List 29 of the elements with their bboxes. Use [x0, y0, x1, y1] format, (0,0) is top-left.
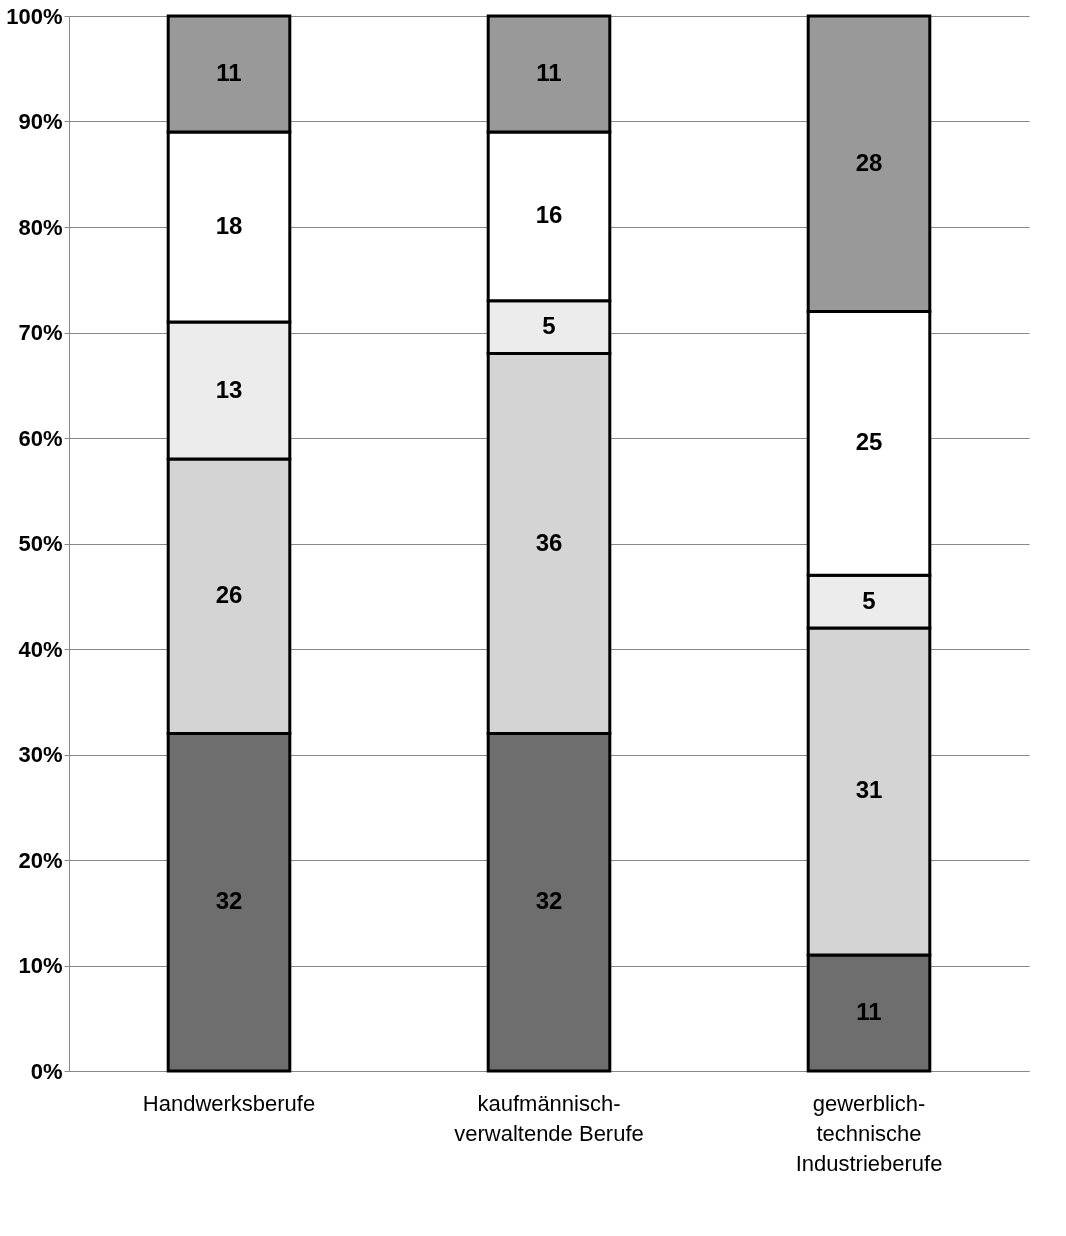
y-tick-label: 60%: [18, 425, 63, 451]
data-label: 13: [215, 375, 243, 403]
data-label: 5: [542, 312, 556, 340]
y-tick-label: 20%: [18, 847, 63, 873]
x-tick-label: Handwerksberufe: [142, 1090, 316, 1116]
y-tick-label: 50%: [18, 531, 63, 556]
data-label: 25: [855, 428, 883, 456]
data-label: 5: [862, 586, 876, 614]
data-label: 36: [535, 528, 563, 556]
y-tick-label: 100%: [6, 3, 63, 29]
y-tick-label: 0%: [30, 1058, 63, 1084]
data-label: 11: [856, 997, 882, 1025]
x-tick-label: kaufmännisch- verwaltende Berufe: [454, 1090, 644, 1146]
data-label: 18: [215, 212, 243, 239]
y-tick-label: 40%: [18, 636, 63, 662]
y-tick-label: 10%: [18, 953, 63, 978]
x-tick-label: gewerblich- technische Industrieberufe: [795, 1090, 943, 1176]
data-label: 32: [535, 887, 563, 915]
y-tick-label: 90%: [18, 109, 63, 134]
data-label: 16: [535, 201, 563, 229]
y-tick-label: 70%: [18, 320, 63, 345]
data-label: 31: [855, 776, 883, 804]
data-label: 28: [855, 148, 883, 176]
data-label: 11: [216, 59, 242, 87]
data-label: 32: [215, 887, 243, 915]
y-tick-label: 30%: [18, 742, 63, 767]
data-label: 11: [536, 59, 562, 87]
data-label: 26: [215, 581, 243, 609]
y-tick-label: 80%: [18, 214, 63, 240]
